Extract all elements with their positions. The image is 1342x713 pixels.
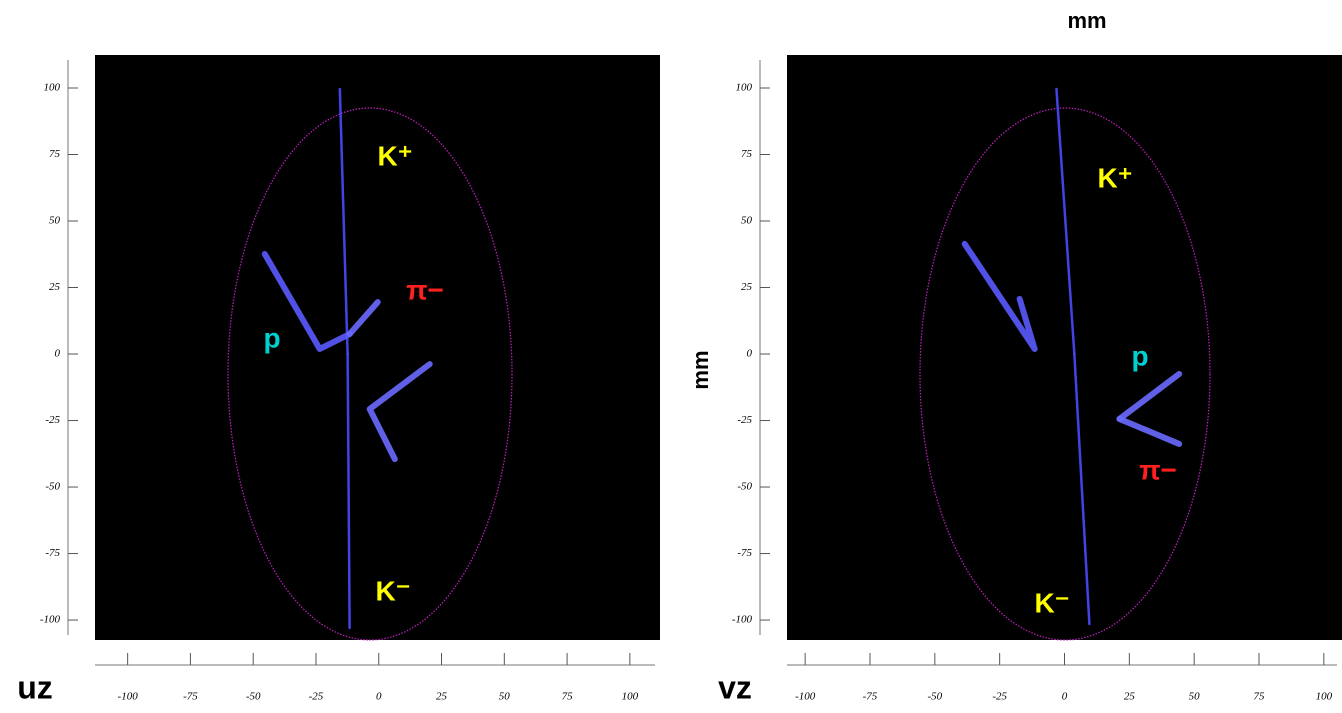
track (366, 361, 433, 463)
y-axis-label: mm (688, 350, 713, 389)
x-tick-label: 0 (376, 691, 382, 703)
track (346, 299, 381, 338)
y-tick-label: -25 (45, 414, 60, 426)
track (346, 352, 351, 630)
detector-outline (227, 107, 513, 641)
particle-label: p (1131, 340, 1148, 371)
y-tick-label: 50 (741, 215, 753, 227)
y-tick-label: -75 (45, 547, 60, 559)
y-tick-label: 50 (49, 215, 61, 227)
x-tick-label: 100 (1316, 691, 1333, 703)
y-tick-label: 25 (49, 281, 61, 293)
track (261, 250, 353, 352)
particle-label: π− (1139, 454, 1177, 485)
x-tick-label: -100 (795, 691, 816, 703)
plot-area (95, 55, 660, 640)
x-tick-label: -75 (183, 691, 198, 703)
particle-label: K⁺ (378, 140, 413, 171)
x-axis-label: uz (17, 669, 53, 705)
detector-outline (919, 107, 1211, 641)
top-unit: mm (1067, 8, 1106, 33)
particle-label: K⁻ (376, 575, 411, 606)
track (1055, 87, 1076, 356)
y-tick-label: 75 (49, 148, 61, 160)
x-tick-label: 50 (1189, 691, 1201, 703)
plot-area (787, 55, 1342, 640)
y-tick-label: 100 (736, 82, 753, 94)
x-tick-label: 75 (1254, 691, 1266, 703)
particle-label: p (263, 322, 280, 353)
particle-label: K⁻ (1035, 587, 1070, 618)
x-tick-label: 75 (562, 691, 574, 703)
x-axis-label: vz (718, 669, 752, 705)
y-tick-label: -50 (45, 481, 60, 493)
particle-label: K⁺ (1098, 162, 1133, 193)
x-tick-label: 25 (436, 691, 448, 703)
x-tick-label: 100 (622, 691, 639, 703)
x-tick-label: -100 (118, 691, 139, 703)
y-tick-label: 75 (741, 148, 753, 160)
x-tick-label: -25 (309, 691, 324, 703)
track (961, 240, 1038, 352)
y-tick-label: -100 (732, 614, 753, 626)
x-tick-label: -75 (863, 691, 878, 703)
track (1073, 352, 1091, 626)
y-tick-label: 25 (741, 281, 753, 293)
track (1116, 370, 1183, 422)
x-tick-label: -50 (927, 691, 942, 703)
x-tick-label: 0 (1062, 691, 1068, 703)
y-tick-label: -75 (737, 547, 752, 559)
track (338, 87, 349, 356)
y-tick-label: 100 (44, 82, 61, 94)
x-tick-label: -50 (246, 691, 261, 703)
x-tick-label: 25 (1124, 691, 1136, 703)
x-tick-label: 50 (499, 691, 511, 703)
particle-label: π− (406, 274, 444, 305)
y-tick-label: -25 (737, 414, 752, 426)
y-tick-label: 0 (747, 348, 753, 360)
y-tick-label: -50 (737, 481, 752, 493)
y-tick-label: 0 (55, 348, 61, 360)
x-tick-label: -25 (992, 691, 1007, 703)
track (1116, 415, 1183, 447)
y-tick-label: -100 (40, 614, 61, 626)
